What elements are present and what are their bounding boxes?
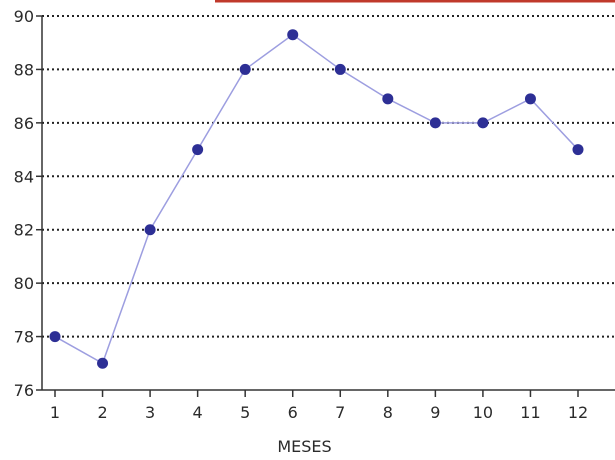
x-axis-title: MESES: [277, 437, 331, 456]
gridlines: [42, 15, 615, 338]
data-point-9: [429, 117, 441, 129]
y-tick-label-78: 78: [14, 328, 34, 347]
data-point-2: [97, 357, 109, 369]
data-point-7: [334, 63, 346, 75]
series-group: [49, 29, 584, 369]
axes: [41, 16, 615, 391]
data-point-4: [192, 144, 204, 156]
x-tick-label-5: 5: [240, 403, 250, 422]
y-tick-label-86: 86: [14, 114, 34, 133]
y-tick-label-76: 76: [14, 381, 34, 400]
x-tick-label-7: 7: [335, 403, 345, 422]
data-point-1: [49, 331, 61, 343]
x-tick-label-9: 9: [430, 403, 440, 422]
x-tick-label-2: 2: [97, 403, 107, 422]
y-tick-label-82: 82: [14, 221, 34, 240]
x-tick-label-6: 6: [288, 403, 298, 422]
x-tick-label-10: 10: [473, 403, 493, 422]
y-tick-labels: 76 78 80 82 84 86 88 90: [14, 7, 42, 400]
y-tick-label-84: 84: [14, 167, 34, 186]
data-point-12: [572, 144, 584, 156]
x-tick-labels: 1 2 3 4 5 6 7 8 9 10 11 12: [50, 390, 588, 422]
data-point-5: [239, 63, 251, 75]
x-tick-label-8: 8: [383, 403, 393, 422]
x-tick-label-4: 4: [193, 403, 203, 422]
y-tick-label-88: 88: [14, 60, 34, 79]
x-tick-label-12: 12: [568, 403, 588, 422]
y-tick-label-90: 90: [14, 7, 34, 26]
x-tick-label-3: 3: [145, 403, 155, 422]
y-tick-label-80: 80: [14, 274, 34, 293]
data-point-11: [524, 93, 536, 105]
data-point-3: [144, 224, 156, 236]
x-tick-label-1: 1: [50, 403, 60, 422]
data-point-8: [382, 93, 394, 105]
series-line-0: [54, 33, 579, 365]
x-tick-label-11: 11: [520, 403, 540, 422]
data-point-10: [477, 117, 489, 129]
data-point-6: [287, 29, 299, 41]
